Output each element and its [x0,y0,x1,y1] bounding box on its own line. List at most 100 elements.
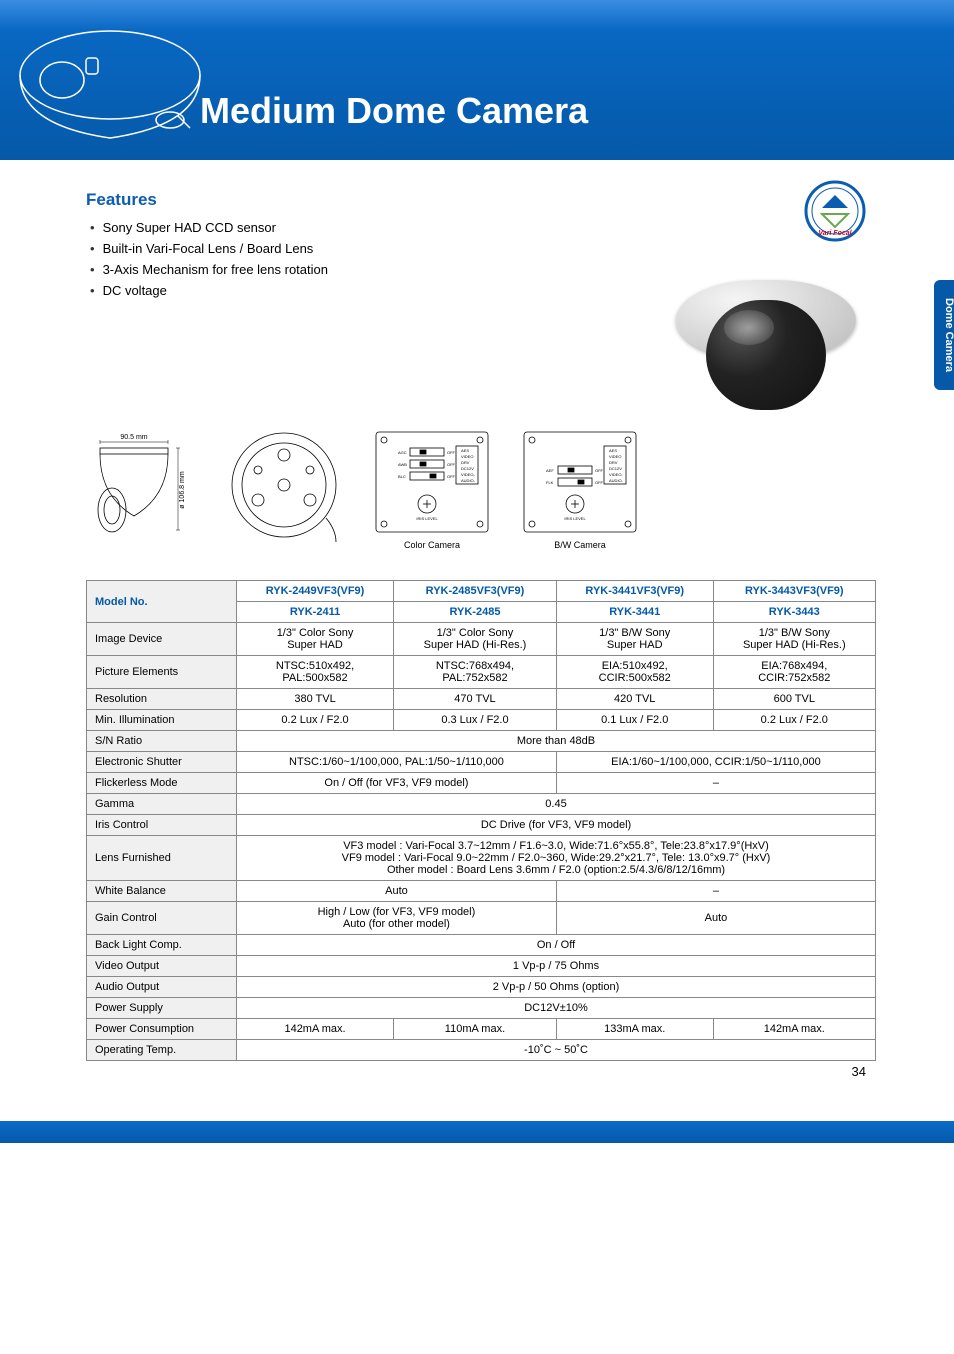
row-header: Flickerless Mode [87,773,237,794]
svg-text:AUDIO-: AUDIO- [461,478,476,483]
cell: 1/3" Color Sony Super HAD (Hi-Res.) [394,623,557,656]
cell: NTSC:768x494, PAL:752x582 [394,656,557,689]
table-row: Flickerless ModeOn / Off (for VF3, VF9 m… [87,773,876,794]
cell: 0.2 Lux / F2.0 [237,710,394,731]
svg-text:OFF: OFF [447,462,456,467]
svg-text:BLC: BLC [398,474,406,479]
diagram-row: 90.5 mm ø 106.8 mm [86,428,876,550]
cell: High / Low (for VF3, VF9 model) Auto (fo… [237,902,557,935]
cell: 0.3 Lux / F2.0 [394,710,557,731]
cell: NTSC:510x492, PAL:500x582 [237,656,394,689]
svg-text:OFF: OFF [595,480,604,485]
svg-text:OFF: OFF [447,450,456,455]
cell: On / Off [237,935,876,956]
dim-top: 90.5 mm [120,434,147,441]
cell: EIA:1/60~1/100,000, CCIR:1/50~1/110,000 [556,752,875,773]
table-row: Resolution380 TVL470 TVL420 TVL600 TVL [87,689,876,710]
cell: 420 TVL [556,689,713,710]
cell: 380 TVL [237,689,394,710]
row-header: Video Output [87,956,237,977]
cell: 1/3" Color Sony Super HAD [237,623,394,656]
cell: DC Drive (for VF3, VF9 model) [237,815,876,836]
footer-band [0,1121,954,1143]
page-title: Medium Dome Camera [200,90,588,132]
table-row: Power SupplyDC12V±10% [87,998,876,1019]
diagram-bottom [224,430,344,550]
cell: Auto [556,902,875,935]
header-band: Medium Dome Camera [0,0,954,160]
cell: On / Off (for VF3, VF9 model) [237,773,557,794]
svg-text:FLK: FLK [546,480,554,485]
svg-text:AWB: AWB [398,462,407,467]
svg-text:IRIS LEVEL: IRIS LEVEL [416,516,438,521]
svg-text:OFF: OFF [447,474,456,479]
row-header: Image Device [87,623,237,656]
row-header: Audio Output [87,977,237,998]
svg-text:AEF: AEF [546,468,554,473]
model-top: RYK-3441VF3(VF9) [556,581,713,602]
cell: 0.2 Lux / F2.0 [713,710,875,731]
row-header: Operating Temp. [87,1040,237,1061]
cell: 110mA max. [394,1019,557,1040]
svg-text:AUDIO-: AUDIO- [609,478,624,483]
table-row: Electronic ShutterNTSC:1/60~1/100,000, P… [87,752,876,773]
product-photo [666,240,866,410]
diagram-color: AGCAWBBLC OFFOFFOFF IRIS LEVEL AESVIDEOD… [372,428,492,550]
cell: 2 Vp-p / 50 Ohms (option) [237,977,876,998]
feature-item: Sony Super HAD CCD sensor [90,220,876,235]
badge-text: Vari Focal [818,230,852,237]
diagram-bw-label: B/W Camera [520,540,640,550]
dim-left: ø 106.8 mm [179,471,186,509]
model-no-header: Model No. [87,581,237,623]
row-header: Gain Control [87,902,237,935]
diagram-bw: AEFFLK OFFOFF IRIS LEVEL AESVIDEODRVDC12… [520,428,640,550]
table-row: S/N RatioMore than 48dB [87,731,876,752]
svg-text:VIDEO: VIDEO [461,454,473,459]
table-row: Model No. RYK-2449VF3(VF9) RYK-2485VF3(V… [87,581,876,602]
cell: 1 Vp-p / 75 Ohms [237,956,876,977]
row-header: Power Consumption [87,1019,237,1040]
table-row: White BalanceAuto– [87,881,876,902]
spec-table: Model No. RYK-2449VF3(VF9) RYK-2485VF3(V… [86,580,876,1061]
cell: 133mA max. [556,1019,713,1040]
svg-text:IRIS LEVEL: IRIS LEVEL [564,516,586,521]
row-header: Lens Furnished [87,836,237,881]
model-sub: RYK-3441 [556,602,713,623]
svg-text:DRV: DRV [461,460,470,465]
varifocal-badge-icon: Vari Focal [804,180,866,242]
table-row: Power Consumption142mA max.110mA max.133… [87,1019,876,1040]
table-row: Back Light Comp.On / Off [87,935,876,956]
svg-text:DRV: DRV [609,460,618,465]
table-row: Video Output1 Vp-p / 75 Ohms [87,956,876,977]
features-heading: Features [86,190,876,210]
model-top: RYK-3443VF3(VF9) [713,581,875,602]
cell: – [556,773,875,794]
cell: 142mA max. [237,1019,394,1040]
row-header: Gamma [87,794,237,815]
camera-outline-icon [10,20,210,160]
row-header: White Balance [87,881,237,902]
cell: -10˚C ~ 50˚C [237,1040,876,1061]
cell: 1/3" B/W Sony Super HAD (Hi-Res.) [713,623,875,656]
cell: More than 48dB [237,731,876,752]
svg-text:OFF: OFF [595,468,604,473]
cell: VF3 model : Vari-Focal 3.7~12mm / F1.6~3… [237,836,876,881]
content-area: Vari Focal Features Sony Super HAD CCD s… [0,160,954,1091]
row-header: Resolution [87,689,237,710]
table-row: Image Device1/3" Color Sony Super HAD1/3… [87,623,876,656]
model-top: RYK-2485VF3(VF9) [394,581,557,602]
svg-text:VIDEO-: VIDEO- [609,472,623,477]
cell: 470 TVL [394,689,557,710]
svg-text:VIDEO: VIDEO [609,454,621,459]
cell: Auto [237,881,557,902]
table-row: Iris ControlDC Drive (for VF3, VF9 model… [87,815,876,836]
cell: NTSC:1/60~1/100,000, PAL:1/50~1/110,000 [237,752,557,773]
cell: 142mA max. [713,1019,875,1040]
row-header: S/N Ratio [87,731,237,752]
cell: DC12V±10% [237,998,876,1019]
cell: – [556,881,875,902]
model-sub: RYK-2411 [237,602,394,623]
table-row: Audio Output2 Vp-p / 50 Ohms (option) [87,977,876,998]
row-header: Power Supply [87,998,237,1019]
svg-text:AES: AES [461,448,469,453]
